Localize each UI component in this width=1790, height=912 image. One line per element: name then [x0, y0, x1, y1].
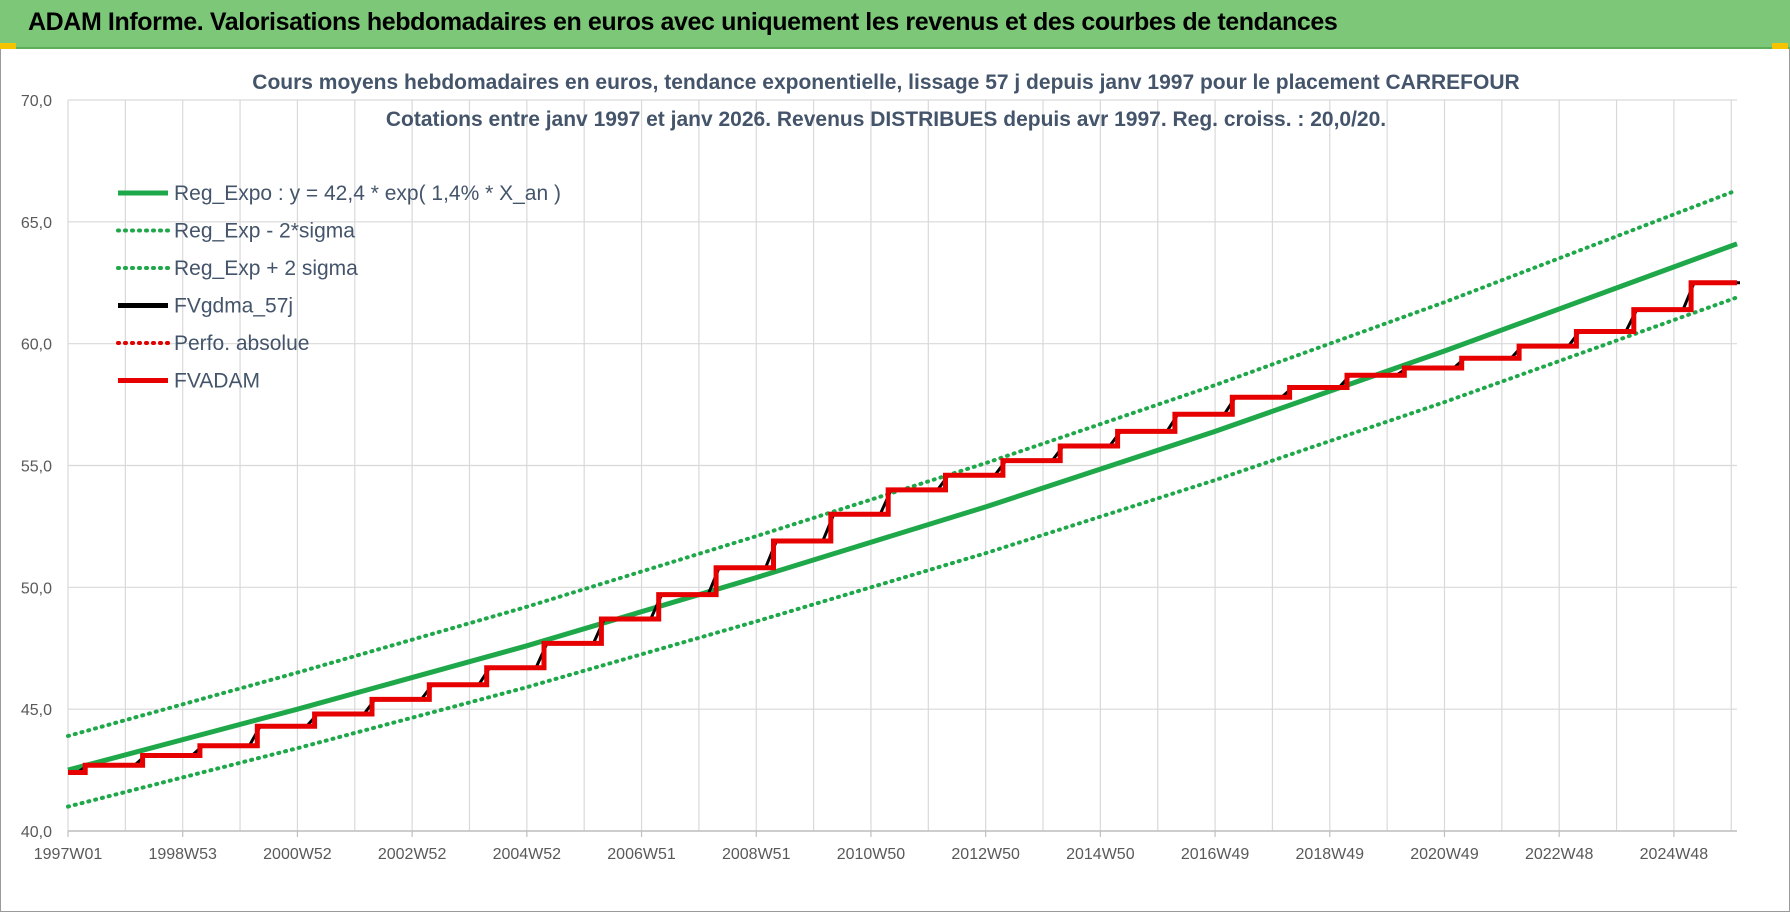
- x-tick-label: 2024W48: [1640, 846, 1709, 863]
- chart-area: Cours moyens hebdomadaires en euros, ten…: [0, 52, 1790, 907]
- x-tick-label: 1997W01: [34, 846, 103, 863]
- x-tick-label: 2010W50: [837, 846, 906, 863]
- line-chart: Cours moyens hebdomadaires en euros, ten…: [21, 71, 1740, 863]
- legend-item: Perfo. absolue: [116, 332, 309, 355]
- report-banner: ADAM Informe. Valorisations hebdomadaire…: [0, 0, 1790, 49]
- chart-title: Cours moyens hebdomadaires en euros, ten…: [252, 71, 1519, 94]
- y-tick-label: 40,0: [21, 824, 52, 841]
- x-tick-label: 2016W49: [1181, 846, 1250, 863]
- grid-layer: [67, 99, 1737, 832]
- legend: Reg_Expo : y = 42,4 * exp( 1,4% * X_an )…: [116, 182, 561, 393]
- axis-layer: 40,0 45,0 50,0 55,0 60,0 65,0 70,0 1997W01 1998W…: [21, 93, 1737, 863]
- x-tick-label: 2018W49: [1296, 846, 1365, 863]
- y-tick-label: 70,0: [21, 93, 52, 110]
- legend-label: FVADAM: [174, 370, 260, 393]
- x-tick-label: 2012W50: [951, 846, 1020, 863]
- report-title: ADAM Informe. Valorisations hebdomadaire…: [28, 8, 1338, 36]
- legend-item: FVgdma_57j: [118, 295, 293, 318]
- legend-item: Reg_Expo : y = 42,4 * exp( 1,4% * X_an ): [118, 182, 561, 205]
- legend-item: Reg_Exp + 2 sigma: [116, 257, 358, 280]
- y-tick-label: 60,0: [21, 337, 52, 354]
- legend-label: FVgdma_57j: [174, 295, 293, 318]
- corner-marker-right: [1772, 43, 1788, 49]
- legend-label: Reg_Exp - 2*sigma: [174, 220, 355, 243]
- legend-label: Perfo. absolue: [174, 332, 309, 355]
- chart-subtitle: Cotations entre janv 1997 et janv 2026. …: [386, 108, 1386, 131]
- series-reg-expo: [67, 241, 1738, 773]
- legend-label: Reg_Expo : y = 42,4 * exp( 1,4% * X_an ): [174, 182, 561, 205]
- x-tick-label: 2014W50: [1066, 846, 1135, 863]
- x-tick-label: 2020W49: [1410, 846, 1479, 863]
- corner-marker-left: [0, 43, 16, 49]
- y-tick-label: 45,0: [21, 702, 52, 719]
- x-tick-label: 2008W51: [722, 846, 791, 863]
- x-tick-label: 2004W52: [493, 846, 562, 863]
- y-tick-label: 50,0: [21, 580, 52, 597]
- x-tick-label: 2000W52: [263, 846, 332, 863]
- legend-label: Reg_Exp + 2 sigma: [174, 257, 358, 280]
- y-tick-label: 65,0: [21, 215, 52, 232]
- x-tick-label: 2022W48: [1525, 846, 1594, 863]
- series-layer: [66, 188, 1740, 809]
- series-reg-exp-minus-2-sigma: [66, 295, 1739, 809]
- series-fvadam: [68, 280, 1737, 775]
- x-tick-label: 2006W51: [607, 846, 676, 863]
- x-tick-label: 2002W52: [378, 846, 447, 863]
- x-tick-label: 1998W53: [148, 846, 217, 863]
- legend-item: Reg_Exp - 2*sigma: [116, 220, 355, 243]
- legend-item: FVADAM: [118, 370, 260, 393]
- y-tick-label: 55,0: [21, 459, 52, 476]
